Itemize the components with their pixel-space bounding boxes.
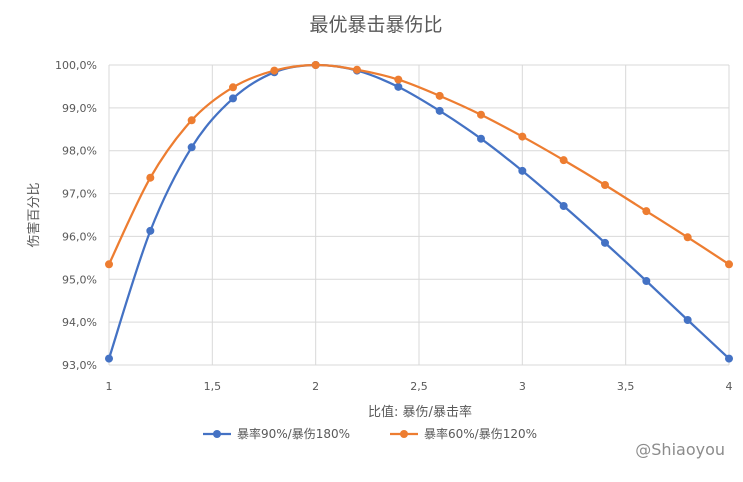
y-tick-label: 99,0% [62,102,97,115]
legend-marker [213,430,221,438]
legend-marker [400,430,408,438]
data-point [353,65,361,74]
data-point [683,316,692,324]
grid [108,64,730,366]
data-point [311,61,320,69]
data-point [146,226,155,235]
watermark: @Shiaoyou [635,440,725,459]
x-axis-title: 比值: 暴伤/暴击率 [368,404,472,420]
data-point [518,132,527,141]
data-point [146,173,155,182]
data-point [559,156,568,165]
data-point [559,202,568,210]
x-tick-label: 3 [519,380,526,393]
data-point [435,106,444,115]
data-point [187,116,196,125]
series-points [105,61,733,363]
x-tick-label: 2 [312,380,319,393]
chart-title: 最优暴击暴伤比 [309,14,442,36]
data-point [725,354,733,363]
data-point [229,94,237,103]
data-point [394,82,403,91]
data-point [601,181,609,189]
data-point [518,166,527,175]
y-tick-label: 96,0% [62,230,97,243]
data-point [601,238,609,247]
data-point [105,260,113,269]
data-point [477,134,485,143]
series-line-2 [107,63,730,266]
x-tick-label: 2,5 [410,380,428,393]
data-point [725,260,733,269]
y-tick-label: 95,0% [62,273,97,286]
x-tick-label: 3,5 [617,380,635,393]
legend-label: 暴率90%/暴伤180% [237,426,350,441]
data-point [642,277,651,285]
data-point [642,207,651,216]
y-tick-label: 97,0% [62,188,97,201]
y-tick-label: 98,0% [62,145,97,158]
y-axis-ticks: 93,0% 94,0% 95,0% 96,0% 97,0% 98,0% 99,0% 100,0… [55,59,97,372]
data-point [683,233,692,242]
data-point [270,66,279,75]
data-point [105,354,113,363]
x-axis-ticks: 1 1,5 2 2,5 3 3,5 4 [106,380,733,393]
legend-label: 暴率60%/暴伤120% [424,426,537,441]
x-tick-label: 1,5 [204,380,222,393]
data-point [394,75,403,84]
y-axis-title: 伤害百分比 [26,182,42,247]
data-point [477,110,485,119]
y-tick-label: 93,0% [62,359,97,372]
data-point [229,83,237,92]
x-tick-label: 1 [106,380,113,393]
y-tick-label: 100,0% [55,59,97,72]
x-tick-label: 4 [726,380,733,393]
legend: 暴率90%/暴伤180% 暴率60%/暴伤120% [203,426,537,441]
data-point [435,91,444,100]
y-tick-label: 94,0% [62,316,97,329]
data-point [187,143,196,152]
